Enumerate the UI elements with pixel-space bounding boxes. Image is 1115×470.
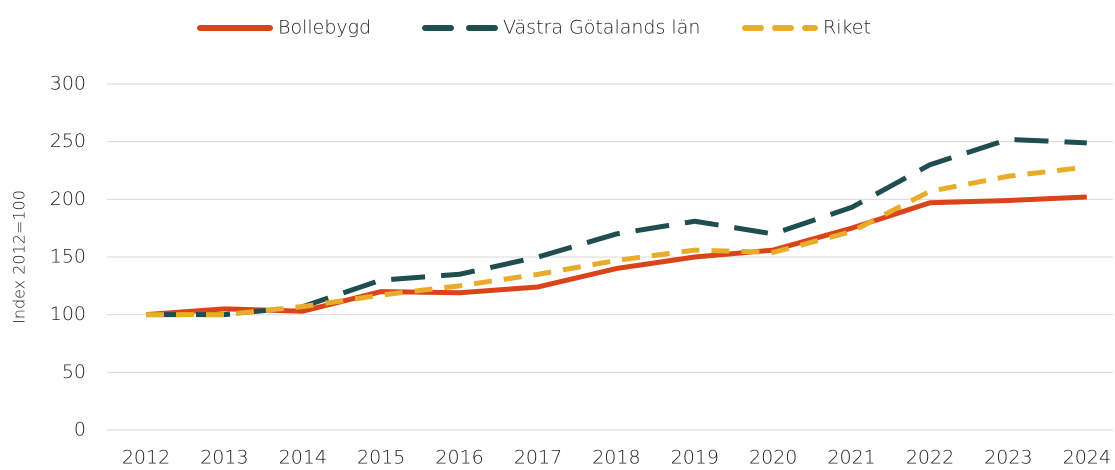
x-tick-label: 2021 [827, 447, 875, 469]
x-tick-label: 2019 [671, 447, 719, 469]
y-axis-label: Index 2012=100 [10, 190, 29, 324]
y-tick-label: 150 [50, 246, 86, 268]
y-tick-label: 250 [50, 130, 86, 152]
x-tick-label: 2020 [749, 447, 797, 469]
x-tick-label: 2015 [357, 447, 405, 469]
x-tick-label: 2022 [906, 447, 954, 469]
x-tick-label: 2016 [435, 447, 483, 469]
line-series [146, 136, 1087, 318]
x-tick-label: 2012 [122, 447, 170, 469]
y-tick-label: 0 [74, 419, 86, 441]
line-series [145, 194, 1087, 318]
y-tick-label: 50 [62, 361, 86, 383]
x-tick-label: 2024 [1063, 447, 1111, 469]
x-tick-label: 2013 [200, 447, 248, 469]
y-tick-label: 100 [50, 303, 86, 325]
y-tick-label: 300 [50, 73, 86, 95]
legend-label: Bollebygd [278, 17, 371, 39]
x-tick-label: 2023 [984, 447, 1032, 469]
x-tick-label: 2014 [279, 447, 327, 469]
y-tick-label: 200 [50, 188, 86, 210]
legend-label: Västra Götalands län [503, 17, 700, 39]
x-tick-label: 2018 [592, 447, 640, 469]
legend-label: Riket [823, 17, 871, 39]
x-tick-label: 2017 [514, 447, 562, 469]
line-series [146, 164, 1088, 318]
